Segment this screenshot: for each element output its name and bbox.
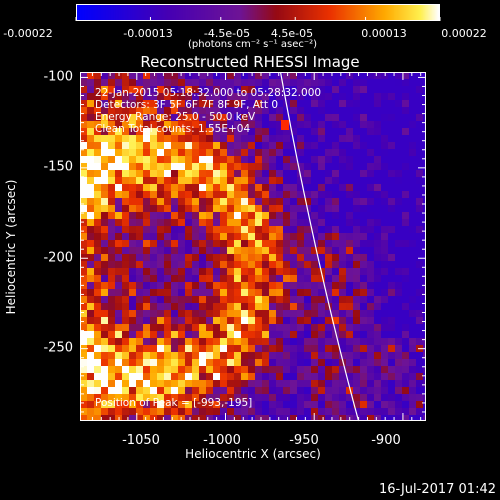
y-tick-label: -200 (43, 250, 73, 266)
y-tick-label: -150 (43, 159, 73, 175)
colorbar-tick-1: -0.00013 (123, 27, 173, 40)
annotation-time-range: 22-Jan-2015 05:18:32.000 to 05:28:32.000 (95, 87, 322, 99)
colorbar-tick-2: -4.5e-05 (203, 27, 251, 40)
y-axis-label: Heliocentric Y (arcsec) (4, 179, 18, 315)
x-tick-label: -900 (371, 433, 401, 448)
annotation-clean-counts: Clean Total counts: 1.55E+04 (95, 123, 251, 135)
x-tick-label: -1050 (122, 433, 160, 448)
annotation-detectors: Detectors: 3F 5F 6F 7F 8F 9F, Att 0 (95, 99, 279, 111)
x-axis-label: Heliocentric X (arcsec) (185, 447, 321, 461)
heatmap-image (80, 72, 426, 421)
annotation-energy-range: Energy Range: 25.0 - 50.0 keV (95, 111, 256, 123)
colorbar-unit-label: (photons cm⁻² s⁻¹ asec⁻²) (188, 39, 318, 50)
x-tick-label: -1000 (203, 433, 241, 448)
colorbar-tick-4: 0.00013 (361, 27, 407, 40)
colorbar-tick-0: -0.00022 (3, 27, 53, 40)
y-tick-label: -100 (43, 69, 73, 85)
x-tick-label: -950 (289, 433, 319, 448)
footer-timestamp: 16-Jul-2017 01:42 (378, 482, 496, 497)
annotation-peak-position: Position of Peak = [-993,-195] (95, 397, 253, 409)
colorbar (76, 4, 440, 21)
plot-area (80, 72, 426, 421)
chart-title: Reconstructed RHESSI Image (140, 53, 360, 71)
colorbar-tick-3: 4.5e-05 (270, 27, 314, 40)
y-tick-label: -250 (43, 340, 73, 356)
colorbar-tick-5: 0.00022 (441, 27, 487, 40)
